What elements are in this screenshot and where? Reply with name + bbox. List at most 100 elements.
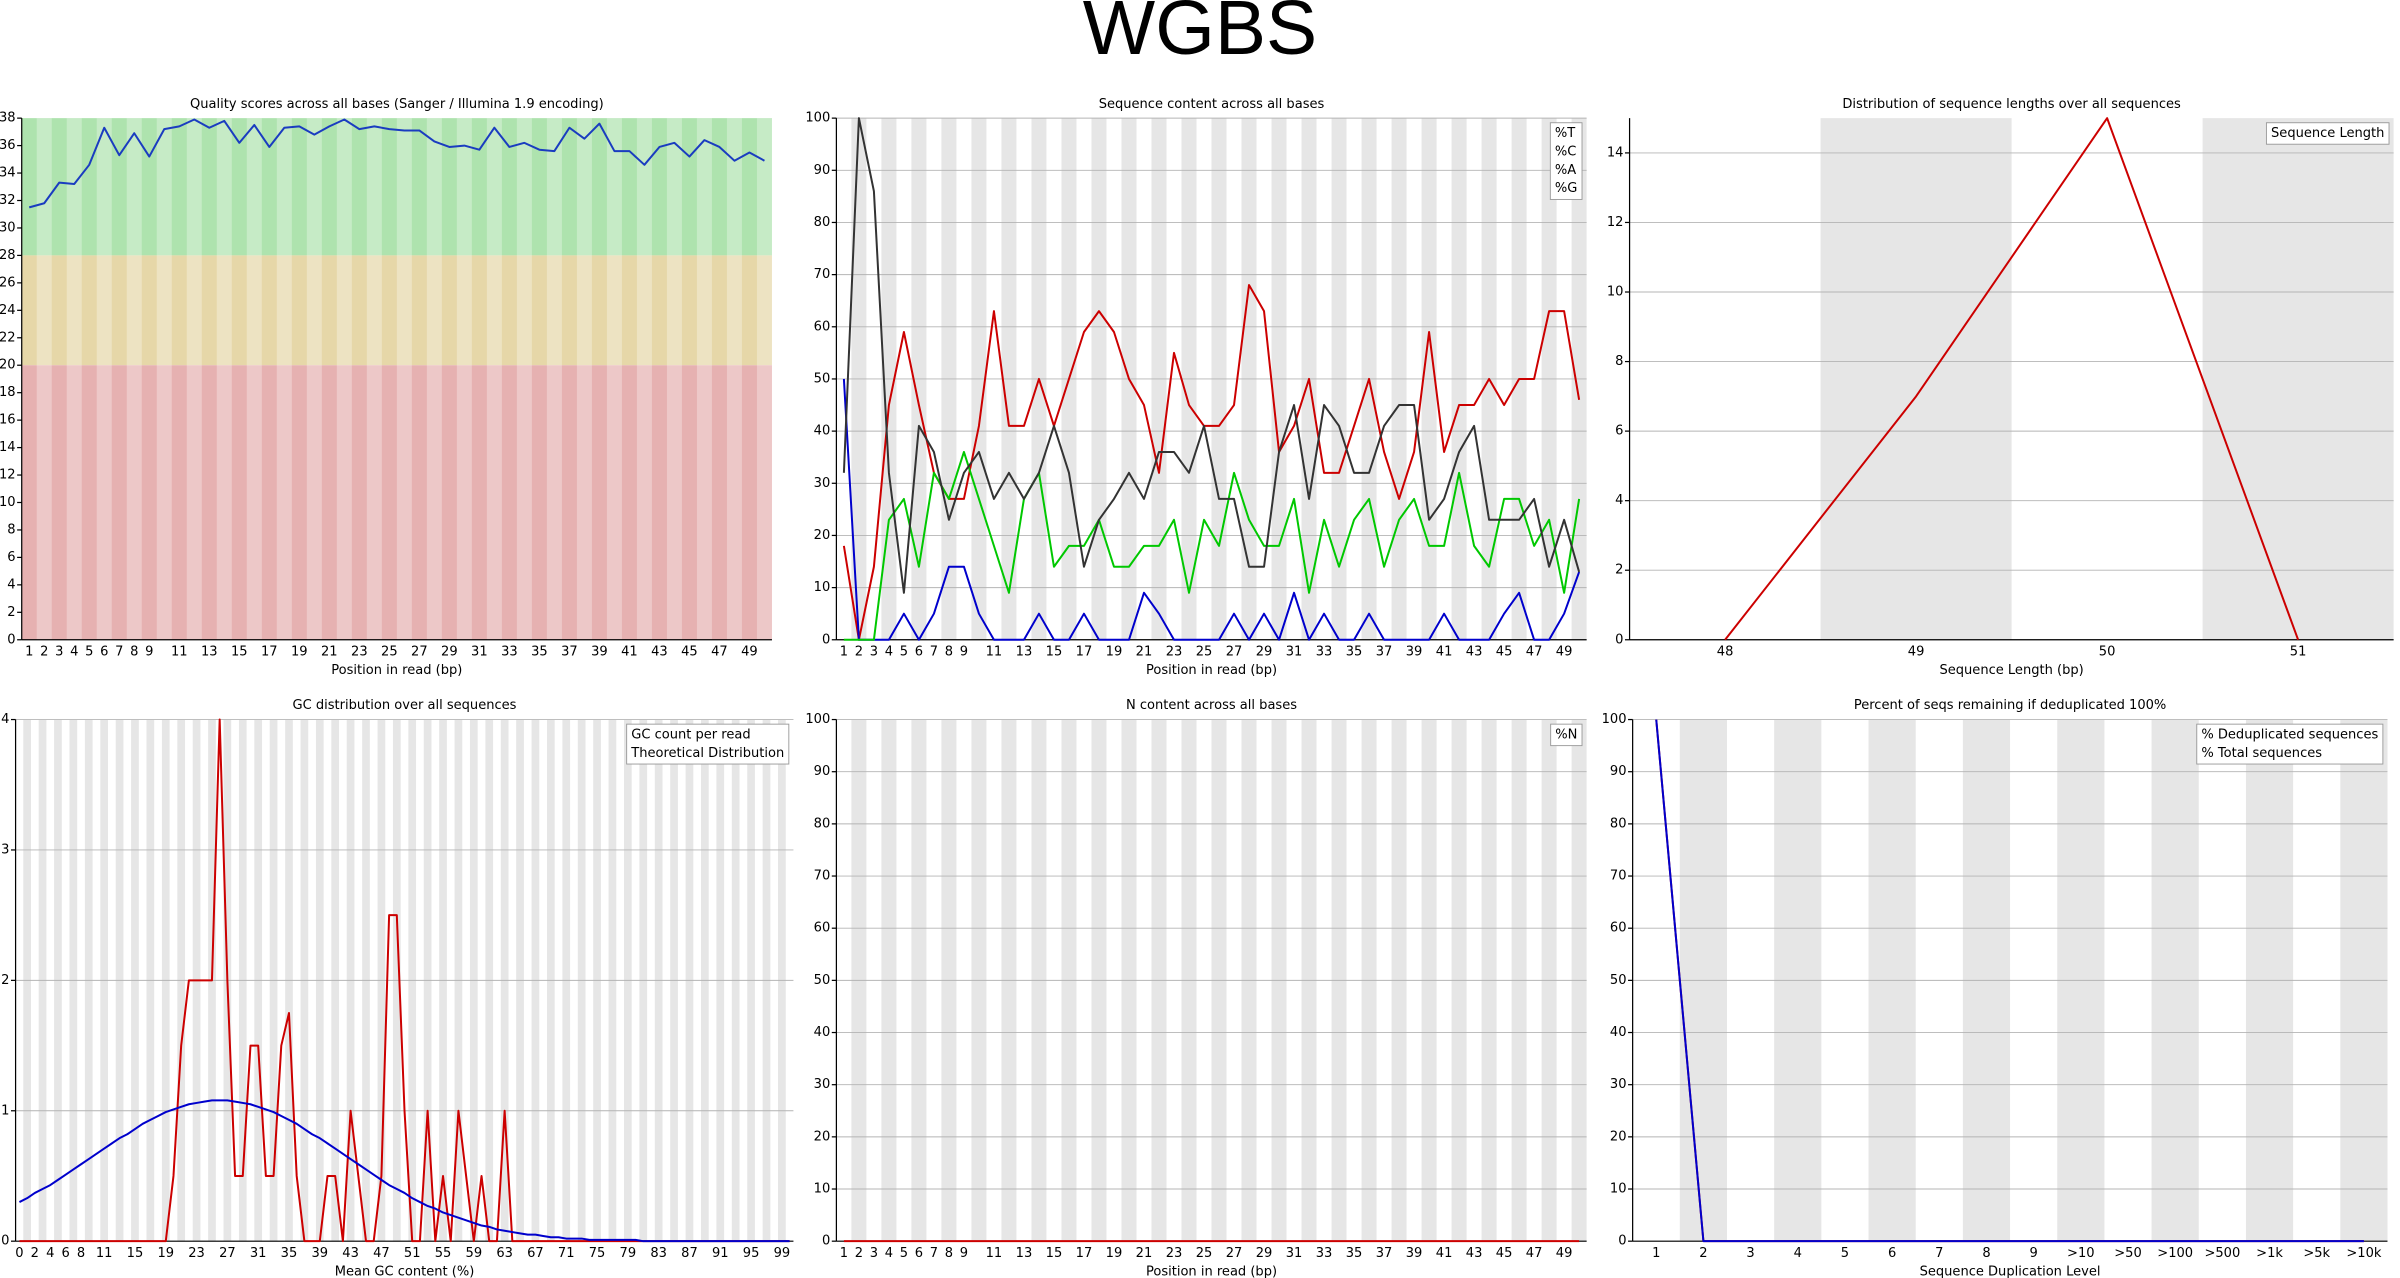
y-tick-label: 60 — [814, 319, 831, 334]
chart-panel: Distribution of sequence lengths over al… — [1607, 97, 2394, 678]
x-tick-label: 45 — [1496, 1246, 1513, 1261]
x-tick-label: 31 — [1286, 1246, 1303, 1261]
x-tick-label: 8 — [77, 1246, 85, 1261]
x-tick-label: 55 — [435, 1246, 452, 1261]
x-tick-label: 19 — [157, 1246, 174, 1261]
y-tick-label: 40 — [814, 1025, 831, 1040]
y-tick-label: 30 — [1610, 1077, 1627, 1092]
y-tick-label: 34 — [0, 166, 16, 181]
x-tick-label: 19 — [291, 645, 308, 660]
legend-entry: %N — [1555, 727, 1577, 742]
x-axis-label: Position in read (bp) — [1146, 1264, 1277, 1278]
x-tick-label: 4 — [1794, 1246, 1802, 1261]
y-tick-label: 0 — [1615, 632, 1623, 647]
legend-entry: Theoretical Distribution — [630, 746, 784, 761]
y-tick-label: 18 — [0, 385, 16, 400]
y-tick-label: 20 — [814, 528, 831, 543]
quality-zone — [21, 365, 772, 640]
band-shade — [186, 118, 202, 640]
chart-title: Quality scores across all bases (Sanger … — [190, 97, 604, 112]
y-tick-label: 30 — [0, 220, 16, 235]
band-shade — [696, 118, 712, 640]
x-tick-label: 41 — [1436, 645, 1453, 660]
band-shade — [576, 118, 592, 640]
x-tick-label: 51 — [404, 1246, 421, 1261]
x-tick-label: 75 — [589, 1246, 606, 1261]
band-shade — [336, 118, 352, 640]
band-shade — [2202, 118, 2394, 640]
x-tick-label: 13 — [1016, 1246, 1033, 1261]
x-tick-label: 2 — [855, 1246, 863, 1261]
y-tick-label: 80 — [1610, 816, 1627, 831]
x-tick-label: 6 — [61, 1246, 69, 1261]
band-shade — [366, 118, 382, 640]
x-tick-label: 47 — [711, 645, 728, 660]
legend-box — [2196, 723, 2384, 765]
series-line — [842, 378, 1581, 641]
y-tick-label: 50 — [1610, 973, 1627, 988]
band-shade — [546, 118, 562, 640]
y-tick-label: 6 — [1615, 424, 1623, 439]
legend-entry: %C — [1555, 144, 1576, 159]
quality-zone — [21, 118, 772, 256]
x-tick-label: 33 — [1316, 1246, 1333, 1261]
y-tick-label: 50 — [814, 371, 831, 386]
y-tick-label: 80 — [814, 215, 831, 230]
y-tick-label: 12 — [0, 468, 16, 483]
y-tick-label: 1 — [1, 1103, 9, 1118]
x-tick-label: 7 — [930, 645, 938, 660]
x-tick-label: 39 — [1406, 1246, 1423, 1261]
y-tick-label: 20 — [0, 358, 16, 373]
x-tick-label: 48 — [1717, 645, 1734, 660]
y-tick-label: 50 — [814, 973, 831, 988]
chart-panel: N content across all bases Position in re… — [805, 698, 1587, 1278]
x-tick-label: 4 — [885, 645, 893, 660]
chart-panel: GC distribution over all sequences Mean G… — [1, 698, 794, 1278]
legend-entry: % Total sequences — [2201, 746, 2322, 761]
band-shade — [306, 118, 322, 640]
legend-entry: %G — [1555, 181, 1577, 196]
band-shade — [246, 118, 262, 640]
x-tick-label: 8 — [130, 645, 138, 660]
x-tick-label: 95 — [743, 1246, 760, 1261]
y-tick-label: 8 — [7, 522, 15, 537]
x-tick-label: 7 — [930, 1246, 938, 1261]
x-axis-label: Sequence Length (bp) — [1939, 663, 2083, 678]
y-tick-label: 36 — [0, 138, 16, 153]
y-tick-label: 60 — [1610, 921, 1627, 936]
x-tick-label: 25 — [1196, 645, 1213, 660]
x-axis-label: Position in read (bp) — [1146, 663, 1277, 678]
x-tick-label: 31 — [1286, 645, 1303, 660]
legend: %T %C %A %G — [1549, 122, 1583, 200]
chart-title: N content across all bases — [1126, 698, 1297, 713]
x-tick-label: >10k — [2346, 1246, 2382, 1261]
x-tick-label: 45 — [681, 645, 698, 660]
y-tick-label: 100 — [805, 111, 830, 126]
x-tick-label: >50 — [2114, 1246, 2142, 1261]
x-tick-label: 1 — [840, 645, 848, 660]
x-tick-label: 33 — [501, 645, 518, 660]
x-tick-label: 27 — [1226, 645, 1243, 660]
band-shade — [1820, 118, 2012, 640]
x-tick-label: 19 — [1106, 1246, 1123, 1261]
y-tick-label: 30 — [814, 1077, 831, 1092]
x-tick-label: 1 — [840, 1246, 848, 1261]
x-tick-label: 19 — [1106, 645, 1123, 660]
x-tick-label: 35 — [531, 645, 548, 660]
x-tick-label: 23 — [351, 645, 368, 660]
x-tick-label: 4 — [70, 645, 78, 660]
x-tick-label: 43 — [651, 645, 668, 660]
chart-title: Distribution of sequence lengths over al… — [1842, 97, 2181, 112]
chart-panel: Sequence content across all bases Positio… — [805, 97, 1587, 678]
x-tick-label: 50 — [2099, 645, 2116, 660]
band-shade — [666, 118, 682, 640]
chart-title: Percent of seqs remaining if deduplicate… — [1854, 698, 2166, 713]
series-line — [28, 118, 765, 209]
x-tick-label: 3 — [55, 645, 63, 660]
x-tick-label: 23 — [1166, 1246, 1183, 1261]
x-tick-label: 47 — [1526, 1246, 1543, 1261]
y-tick-label: 80 — [814, 816, 831, 831]
y-tick-label: 0 — [1, 1234, 9, 1249]
y-tick-label: 70 — [814, 869, 831, 884]
